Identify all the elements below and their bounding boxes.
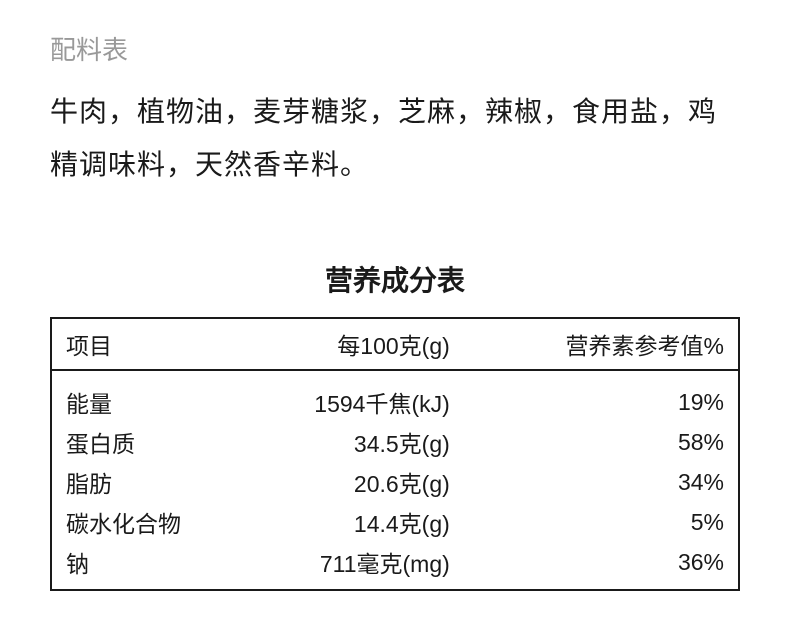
nutrition-amount: 34.5克(g) <box>257 422 463 462</box>
table-row: 蛋白质 34.5克(g) 58% <box>51 422 739 462</box>
nutrition-nrv: 5% <box>464 502 739 542</box>
nutrition-table: 项目 每100克(g) 营养素参考值% 能量 1594千焦(kJ) 19% 蛋白… <box>50 317 740 591</box>
nutrition-tbody: 能量 1594千焦(kJ) 19% 蛋白质 34.5克(g) 58% 脂肪 20… <box>51 370 739 590</box>
table-header-row: 项目 每100克(g) 营养素参考值% <box>51 318 739 370</box>
table-row: 脂肪 20.6克(g) 34% <box>51 462 739 502</box>
nutrition-name: 脂肪 <box>51 462 257 502</box>
column-header-item: 项目 <box>51 318 257 370</box>
nutrition-nrv: 19% <box>464 370 739 422</box>
nutrition-name: 钠 <box>51 542 257 590</box>
nutrition-nrv: 36% <box>464 542 739 590</box>
table-row: 碳水化合物 14.4克(g) 5% <box>51 502 739 542</box>
nutrition-name: 碳水化合物 <box>51 502 257 542</box>
table-row: 能量 1594千焦(kJ) 19% <box>51 370 739 422</box>
nutrition-title: 营养成分表 <box>50 259 740 299</box>
nutrition-name: 蛋白质 <box>51 422 257 462</box>
nutrition-nrv: 34% <box>464 462 739 502</box>
nutrition-name: 能量 <box>51 370 257 422</box>
column-header-nrv: 营养素参考值% <box>464 318 739 370</box>
ingredients-text: 牛肉，植物油，麦芽糖浆，芝麻，辣椒，食用盐，鸡精调味料，天然香辛料。 <box>50 85 740 191</box>
nutrition-nrv: 58% <box>464 422 739 462</box>
nutrition-amount: 711毫克(mg) <box>257 542 463 590</box>
nutrition-amount: 1594千焦(kJ) <box>257 370 463 422</box>
table-row: 钠 711毫克(mg) 36% <box>51 542 739 590</box>
nutrition-amount: 14.4克(g) <box>257 502 463 542</box>
column-header-amount: 每100克(g) <box>257 318 463 370</box>
ingredients-label: 配料表 <box>50 30 740 67</box>
nutrition-amount: 20.6克(g) <box>257 462 463 502</box>
